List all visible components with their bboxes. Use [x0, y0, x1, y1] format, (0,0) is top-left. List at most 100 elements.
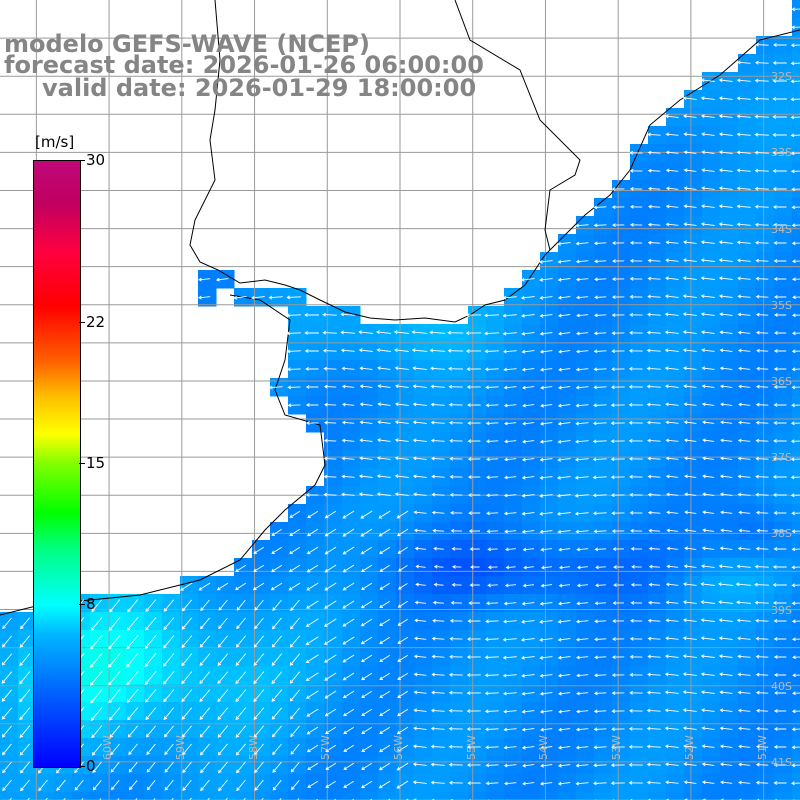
wind-arrow	[465, 313, 482, 318]
wind-arrow	[522, 583, 535, 588]
wind-arrow	[502, 313, 517, 318]
wind-arrow	[163, 617, 175, 631]
wind-arrow	[164, 779, 174, 791]
wind-arrow	[594, 601, 607, 606]
wind-arrow	[792, 637, 800, 642]
wind-arrow	[485, 439, 499, 444]
lat-label: 32S	[771, 70, 792, 84]
wind-arrow	[164, 761, 174, 773]
wind-arrow	[324, 726, 337, 735]
wind-arrow	[665, 474, 679, 479]
wind-cell	[450, 792, 469, 800]
wind-arrow	[360, 546, 373, 555]
wind-arrow	[592, 421, 607, 426]
wind-arrow	[557, 673, 571, 678]
wind-arrow	[792, 691, 800, 696]
wind-arrow	[504, 583, 516, 588]
wind-arrow	[646, 708, 661, 713]
wind-arrow	[38, 779, 48, 792]
wind-arrow	[540, 763, 553, 768]
wind-arrow	[198, 277, 211, 282]
wind-arrow	[772, 79, 787, 83]
wind-arrow	[612, 223, 625, 227]
wind-arrow	[394, 456, 409, 461]
colorbar-tick-label: 0	[86, 757, 96, 775]
wind-arrow	[271, 671, 283, 685]
wind-arrow	[376, 492, 391, 497]
wind-arrow	[145, 617, 157, 631]
wind-arrow	[756, 528, 769, 533]
wind-arrow	[286, 331, 301, 336]
wind-arrow	[594, 547, 607, 552]
wind-arrow	[19, 689, 31, 703]
wind-arrow	[290, 599, 300, 612]
wind-arrow	[272, 599, 282, 611]
wind-arrow	[341, 474, 355, 479]
wind-arrow	[718, 564, 733, 569]
wind-arrow	[449, 636, 463, 641]
wind-arrow	[664, 384, 679, 389]
wind-arrow	[1, 653, 13, 666]
wind-arrow	[432, 600, 445, 605]
wind-arrow	[180, 582, 193, 591]
wind-arrow	[487, 547, 498, 552]
wind-arrow	[414, 546, 427, 551]
wind-arrow	[379, 672, 391, 680]
wind-arrow	[791, 367, 800, 372]
wind-arrow	[412, 420, 427, 425]
wind-arrow	[755, 492, 769, 497]
wind-arrow	[181, 671, 193, 685]
wind-arrow	[90, 707, 103, 721]
wind-arrow	[485, 421, 499, 426]
wind-arrow	[468, 511, 481, 515]
wind-arrow	[324, 654, 337, 663]
wind-arrow	[163, 653, 175, 667]
wind-arrow	[774, 727, 787, 731]
wind-arrow	[377, 420, 391, 425]
wind-arrow	[484, 637, 499, 642]
wind-arrow	[737, 546, 751, 551]
wind-arrow	[379, 564, 390, 572]
wind-arrow	[127, 725, 139, 738]
wind-arrow	[756, 708, 769, 713]
wind-cell	[504, 792, 523, 800]
wind-arrow	[306, 421, 319, 425]
wind-arrow	[718, 600, 734, 605]
wind-arrow	[774, 709, 787, 713]
wind-arrow	[146, 743, 156, 755]
wind-arrow	[414, 618, 427, 623]
wind-arrow	[575, 367, 589, 372]
wind-arrow	[683, 204, 697, 209]
lon-label: 58W	[246, 735, 260, 760]
wind-arrow	[594, 637, 607, 642]
wind-arrow	[718, 258, 733, 263]
wind-arrow	[774, 313, 787, 317]
wind-arrow	[647, 240, 661, 245]
wind-arrow	[628, 726, 643, 731]
wind-arrow	[413, 654, 427, 659]
wind-arrow	[755, 294, 769, 299]
wind-arrow	[773, 511, 787, 515]
wind-arrow	[1, 707, 13, 720]
wind-arrow	[359, 366, 373, 371]
wind-arrow	[611, 331, 625, 336]
wind-arrow	[773, 385, 787, 389]
wind-arrow	[648, 600, 661, 605]
wind-arrow	[593, 529, 607, 534]
wind-arrow	[360, 618, 373, 627]
wind-arrow	[377, 438, 391, 443]
wind-arrow	[682, 726, 697, 731]
wind-arrow	[324, 672, 337, 681]
lon-label: 56W	[392, 735, 405, 760]
wind-arrow	[737, 60, 751, 65]
wind-arrow	[702, 438, 715, 443]
wind-arrow	[700, 672, 715, 677]
wind-arrow	[737, 294, 751, 299]
wind-arrow	[646, 762, 661, 767]
coastline	[0, 0, 800, 616]
wind-arrow	[342, 672, 355, 681]
coastline-uruguay-brazil	[189, 0, 800, 323]
wind-arrow	[557, 475, 571, 480]
wind-arrow	[756, 348, 769, 353]
wind-arrow	[325, 780, 336, 788]
